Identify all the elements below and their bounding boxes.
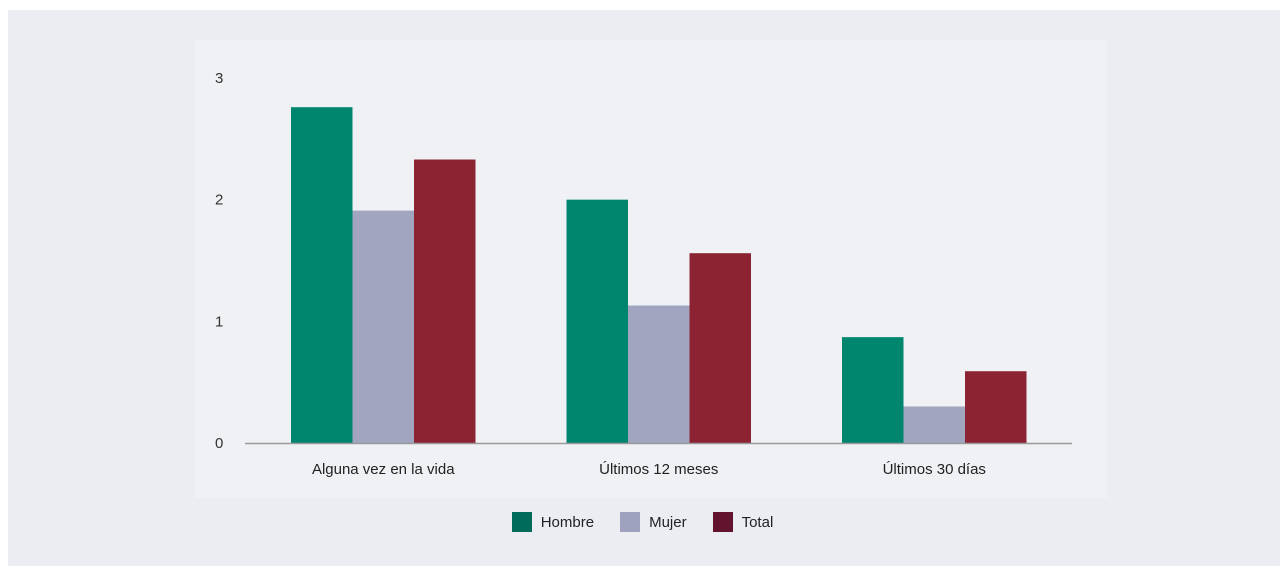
bar-hombre-3 [842,337,904,443]
x-category-label: Últimos 30 días [883,461,986,478]
bar-mujer-2 [628,305,690,443]
legend-swatch-total [712,512,733,532]
bar-total-3 [965,371,1027,443]
legend-label-total: Total [741,513,774,531]
bar-total-2 [689,253,751,443]
legend-item-total: Total [712,512,774,532]
bar-hombre-1 [291,107,353,443]
y-tick-label: 0 [215,435,223,452]
legend-label-hombre: Hombre [540,513,595,531]
x-axis-labels: Alguna vez en la vida Últimos 12 meses Últ… [312,461,986,478]
bar-total-1 [414,159,476,443]
y-tick-label: 1 [215,313,223,330]
legend-item-hombre: Hombre [511,512,595,532]
y-tick-label: 3 [215,70,223,87]
y-axis-ticks: 0 1 2 3 [215,70,223,452]
legend-swatch-hombre [511,512,532,532]
bar-mujer-1 [352,210,414,443]
bar-mujer-3 [903,406,965,443]
bars [291,107,1027,443]
x-category-label: Últimos 12 meses [599,461,718,478]
y-tick-label: 2 [215,192,223,209]
x-category-label: Alguna vez en la vida [312,461,455,478]
legend-label-mujer: Mujer [649,513,687,531]
legend: Hombre Mujer Total [0,512,1285,532]
legend-swatch-mujer [620,512,641,532]
legend-item-mujer: Mujer [620,512,687,532]
bar-hombre-2 [566,199,628,443]
